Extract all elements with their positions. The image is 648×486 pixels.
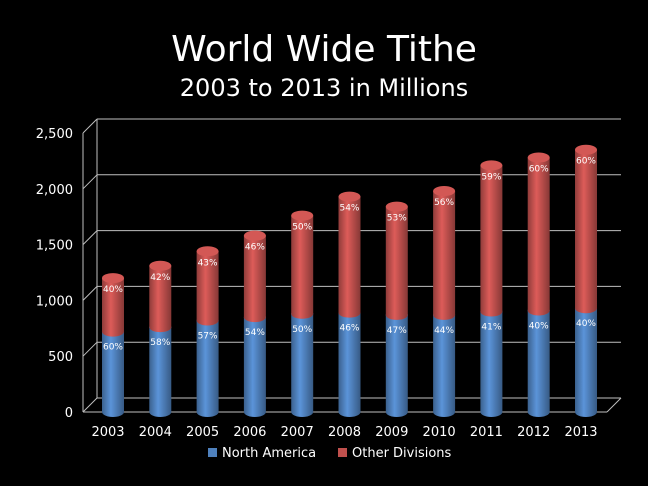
y-tick-label: 0 [65,406,73,421]
bar-segment-north-america [196,320,219,417]
bar-percent-label: 40% [529,321,549,331]
bar-percent-label: 50% [292,325,312,335]
bar-segment-north-america [291,313,314,417]
bars: 60% 40% 58% 42% 57% 43% 54% 46% 50% 50% 46% 54% 47% 5… [102,144,597,417]
bar-percent-label: 56% [434,198,454,208]
gridline-depth [82,286,98,301]
bar-percent-label: 41% [481,323,501,333]
x-tick-label: 2005 [186,425,219,440]
bar-percent-label: 46% [339,324,359,334]
bar-segment-other-divisions [338,196,361,318]
bar-segment-north-america [243,317,266,417]
bar-cap [102,273,124,284]
bar-percent-label: 47% [387,326,407,336]
bar-segment-other-divisions [527,157,550,316]
bar-percent-label: 44% [434,326,454,336]
floor-edge [606,397,622,413]
bar-cap [291,210,314,221]
bar-percent-label: 53% [387,214,407,224]
x-tick-label: 2007 [281,425,314,440]
legend-swatch [338,448,347,457]
legend-label: North America [222,446,316,461]
bar-segment-other-divisions [149,265,172,333]
bar-segment-north-america [385,314,408,417]
y-tick-label: 500 [48,350,73,365]
bar-percent-label: 54% [245,328,265,338]
legend: North America Other Divisions [208,446,452,461]
bar-percent-label: 54% [339,204,359,214]
bar-segment-north-america [149,327,172,417]
chart-title: World Wide Tithe [171,29,477,70]
gridline-depth [82,341,98,357]
bar-percent-label: 40% [576,319,596,329]
y-tick-label: 2,500 [36,127,73,142]
chart-subtitle: 2003 to 2013 in Millions [180,74,468,102]
gridline-depth [82,174,98,190]
bar-cap [149,260,172,271]
bar-segment-north-america [575,308,597,417]
gridline-depth [82,397,98,413]
bar-percent-label: 59% [481,172,501,182]
bar-cap [433,186,456,197]
bar-percent-label: 57% [198,331,218,341]
bar-cap [480,160,503,171]
bar-cap [385,201,408,212]
x-tick-label: 2004 [139,425,172,440]
bar-cap [338,191,361,202]
chart-frame: World Wide Tithe 2003 to 2013 in Million… [7,7,641,479]
x-tick-label: 2003 [91,425,124,440]
bar-segment-other-divisions [480,165,503,317]
x-tick-label: 2009 [375,425,408,440]
x-tick-label: 2011 [470,425,503,440]
bar-segment-north-america [102,331,124,417]
bar-segment-other-divisions [291,215,314,319]
bar-segment-other-divisions [102,278,124,337]
bar-segment-north-america [433,314,456,417]
bar-segment-other-divisions [433,191,456,320]
gridline-depth [82,118,98,134]
x-tick-label: 2006 [233,425,266,440]
bar-segment-north-america [480,311,503,417]
x-tick-label: 2012 [517,425,550,440]
chart-svg: World Wide Tithe 2003 to 2013 in Million… [36,29,622,461]
bar-segment-other-divisions [385,206,408,320]
y-tick-label: 2,000 [36,183,73,198]
bar-percent-label: 42% [150,273,170,283]
gridline-depth [82,230,98,245]
y-tick-label: 1,000 [36,294,73,309]
x-tick-label: 2008 [328,425,361,440]
bar-segment-other-divisions [196,251,219,326]
bar-segment-north-america [338,312,361,417]
bar-percent-label: 46% [245,243,265,253]
legend-swatch [208,448,217,457]
x-axis-labels: 2003 2004 2005 2006 2007 2008 2009 2010 2011 2012… [91,425,597,440]
x-tick-label: 2013 [564,425,597,440]
bar-percent-label: 60% [103,343,123,353]
x-tick-label: 2010 [423,425,456,440]
bar-segment-other-divisions [243,235,266,323]
bar-percent-label: 58% [150,338,170,348]
bar-segment-north-america [527,310,550,417]
legend-label: Other Divisions [352,446,452,461]
bar-percent-label: 60% [529,165,549,175]
bar-cap [196,246,219,257]
bar-cap [527,152,550,163]
bar-percent-label: 60% [576,157,596,167]
bar-percent-label: 50% [292,223,312,233]
bar-percent-label: 43% [198,258,218,268]
bar-percent-label: 40% [103,285,123,295]
bar-cap [575,144,597,155]
bar-segment-other-divisions [575,149,597,314]
bar-cap [243,230,266,241]
y-tick-label: 1,500 [36,239,73,254]
